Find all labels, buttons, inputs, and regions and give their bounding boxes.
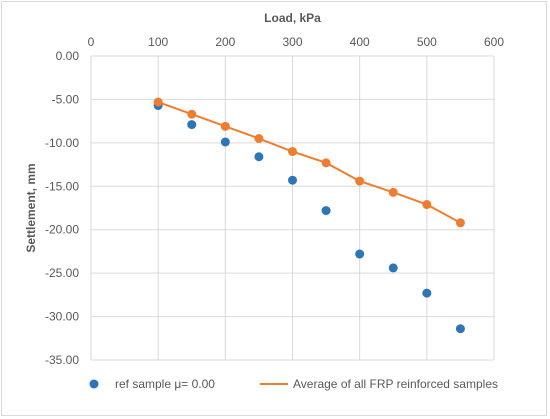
x-tick-label: 600	[484, 35, 504, 49]
y-tick-label: -35.00	[45, 353, 79, 367]
x-tick-label: 100	[148, 35, 168, 49]
x-tick-label: 500	[417, 35, 437, 49]
point-frp-average	[220, 121, 230, 131]
legend-label-ref-sample: ref sample μ= 0.00	[115, 377, 215, 391]
y-tick-label: -5.00	[52, 92, 80, 106]
point-frp-average	[288, 147, 297, 157]
x-tick-label: 0	[88, 35, 95, 49]
point-frp-average	[355, 176, 365, 186]
x-tick-labels: 0 100 200 300 400 500 600	[88, 35, 505, 49]
point-ref-sample	[220, 137, 230, 147]
point-frp-average	[388, 187, 398, 197]
point-ref-sample	[388, 263, 398, 273]
x-tick-label: 300	[282, 35, 302, 49]
point-ref-sample	[422, 288, 432, 298]
x-tick-label: 400	[350, 35, 370, 49]
point-frp-average	[422, 200, 432, 210]
y-tick-labels: 0.00 -5.00 -10.00 -15.00 -20.00 -25.00 -30.00 -…	[45, 49, 79, 367]
point-ref-sample	[254, 152, 264, 162]
x-axis-title: Load, kPa	[264, 11, 321, 25]
legend-label-frp-average: Average of all FRP reinforced samples	[293, 377, 498, 391]
point-frp-average	[187, 109, 197, 119]
y-tick-label: -10.00	[45, 136, 79, 150]
y-axis-title: Settlement, mm	[24, 163, 38, 252]
point-ref-sample	[288, 175, 297, 185]
point-frp-average	[321, 158, 331, 168]
point-ref-sample	[355, 249, 365, 259]
point-ref-sample	[187, 120, 197, 130]
y-tick-label: -20.00	[45, 223, 79, 237]
point-frp-average	[455, 218, 465, 228]
y-tick-label: 0.00	[56, 49, 80, 63]
point-ref-sample	[455, 324, 465, 334]
y-tick-label: -25.00	[45, 266, 79, 280]
legend: ref sample μ= 0.00 Average of all FRP re…	[89, 377, 498, 391]
series-line-frp-average	[157, 101, 461, 224]
x-tick-label: 200	[215, 35, 235, 49]
series-layer	[153, 97, 465, 334]
point-frp-average	[254, 134, 264, 144]
y-tick-label: -30.00	[45, 310, 79, 324]
legend-marker-ref-sample	[89, 379, 99, 389]
point-frp-average	[153, 97, 163, 107]
y-tick-label: -15.00	[45, 179, 79, 193]
point-ref-sample	[321, 206, 331, 216]
